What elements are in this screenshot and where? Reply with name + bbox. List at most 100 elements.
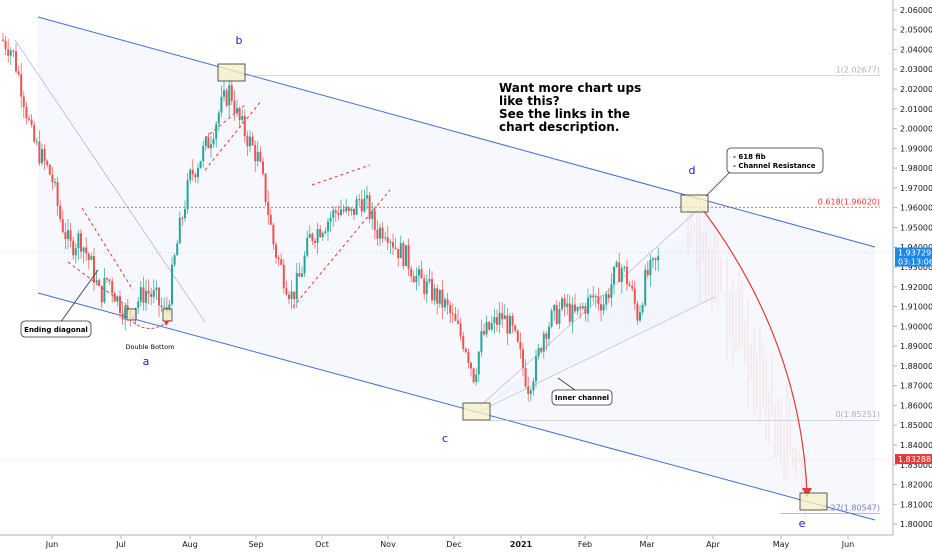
callout-fib-note-box (726, 147, 824, 174)
headline-line-4: chart description. (499, 120, 619, 134)
candle-body (4, 40, 7, 50)
candle-body (22, 96, 25, 107)
candle-body (652, 258, 654, 260)
callout-fib-note-pointer (705, 171, 731, 197)
x-tick-label: Sep (248, 540, 263, 549)
highlight-boxes (126, 63, 828, 511)
candle-body (420, 269, 423, 279)
callout-inner-channel: Inner channel (551, 377, 613, 406)
y-tick-label: 2.03000 (900, 65, 932, 74)
y-tick-label: 2.02000 (900, 85, 932, 94)
candle-body (576, 306, 579, 312)
candle-body (537, 348, 540, 357)
candle-body (293, 291, 296, 300)
candle-body (462, 336, 465, 349)
candle-body (145, 290, 147, 303)
candle-body (563, 298, 566, 307)
price-tag-value: 1.93729 (898, 249, 931, 258)
candle-body (368, 195, 371, 219)
candle-body (280, 259, 283, 265)
diag-6 (311, 164, 371, 186)
candle-body (454, 314, 457, 321)
candle-body (9, 50, 12, 56)
candle-body (394, 247, 397, 249)
candle-body (181, 217, 184, 219)
candle-body (288, 294, 290, 300)
candle-body (553, 305, 556, 311)
candle-body (272, 224, 275, 245)
price-tag (895, 247, 932, 267)
candle-body (613, 266, 615, 285)
callout-inner-channel-box (551, 389, 613, 406)
candle-body (496, 317, 498, 325)
candle-body (28, 118, 30, 120)
y-tick-label: 2.04000 (900, 45, 932, 54)
candle-body (373, 210, 376, 230)
candle-body (441, 289, 444, 308)
candle-body (350, 208, 353, 211)
candle-body (236, 108, 238, 114)
dashed-diagonals (67, 99, 391, 311)
candle-body (80, 233, 82, 252)
candle-body (334, 210, 337, 213)
diag-5 (292, 189, 391, 308)
candle-body (423, 278, 426, 294)
candle-body (545, 333, 548, 339)
candle-body (54, 182, 56, 184)
candle-body (550, 310, 553, 327)
candle-body (33, 124, 36, 142)
y-tick-label: 2.01000 (900, 105, 932, 114)
candle-body (605, 294, 608, 305)
candle-body (233, 101, 236, 114)
x-tick-label: Aug (182, 540, 198, 549)
candle-body (584, 306, 587, 314)
candle-body (607, 294, 610, 299)
double-bottom-arrowhead (164, 320, 170, 326)
headline: Want more chart ups like this? See the l… (499, 81, 641, 134)
x-tick-label: Mar (639, 540, 655, 549)
candle-body (542, 333, 545, 352)
projection-arrow (702, 209, 808, 493)
candle-body (646, 269, 649, 276)
candle-body (459, 323, 462, 337)
candle-body (399, 243, 402, 259)
candle-body (64, 232, 67, 240)
y-tick-label: 1.90000 (900, 322, 932, 331)
candle-body (20, 74, 23, 97)
candle-body (529, 390, 532, 394)
candle-body (311, 233, 314, 242)
candle-body (379, 227, 381, 239)
candle-body (171, 264, 173, 305)
candle-body (340, 209, 342, 216)
y-tick-label: 1.88000 (900, 362, 932, 371)
candle-body (425, 281, 428, 294)
inner-channel-label: Inner channel (555, 394, 609, 402)
candle-body (38, 141, 41, 164)
y-tick-label: 2.06000 (900, 6, 932, 15)
candle-body (405, 245, 407, 266)
y-tick-label: 1.93000 (900, 263, 932, 272)
diag-2 (81, 207, 134, 291)
x-tick-label: Nov (380, 540, 396, 549)
candle-body (295, 273, 298, 300)
candle-body (631, 286, 634, 289)
candle-body (524, 367, 527, 387)
candle-body (600, 304, 602, 311)
candle-body (337, 212, 340, 216)
x-tick-label: Jul (115, 540, 126, 549)
diag-4 (204, 104, 246, 139)
candle-body (191, 169, 194, 175)
candle-body (249, 136, 251, 147)
candle-body (407, 245, 410, 269)
candle-body (490, 323, 493, 330)
fib-note-line-1: - 618 fib (733, 153, 766, 161)
candle-body (618, 262, 621, 282)
candle-body (217, 112, 220, 124)
candle-body (371, 210, 374, 219)
wave-label-b: b (236, 34, 243, 47)
candle-body (451, 313, 454, 315)
box-c (462, 402, 491, 421)
candle-body (189, 169, 192, 181)
box-a1 (126, 308, 137, 321)
candle-body (628, 284, 631, 287)
